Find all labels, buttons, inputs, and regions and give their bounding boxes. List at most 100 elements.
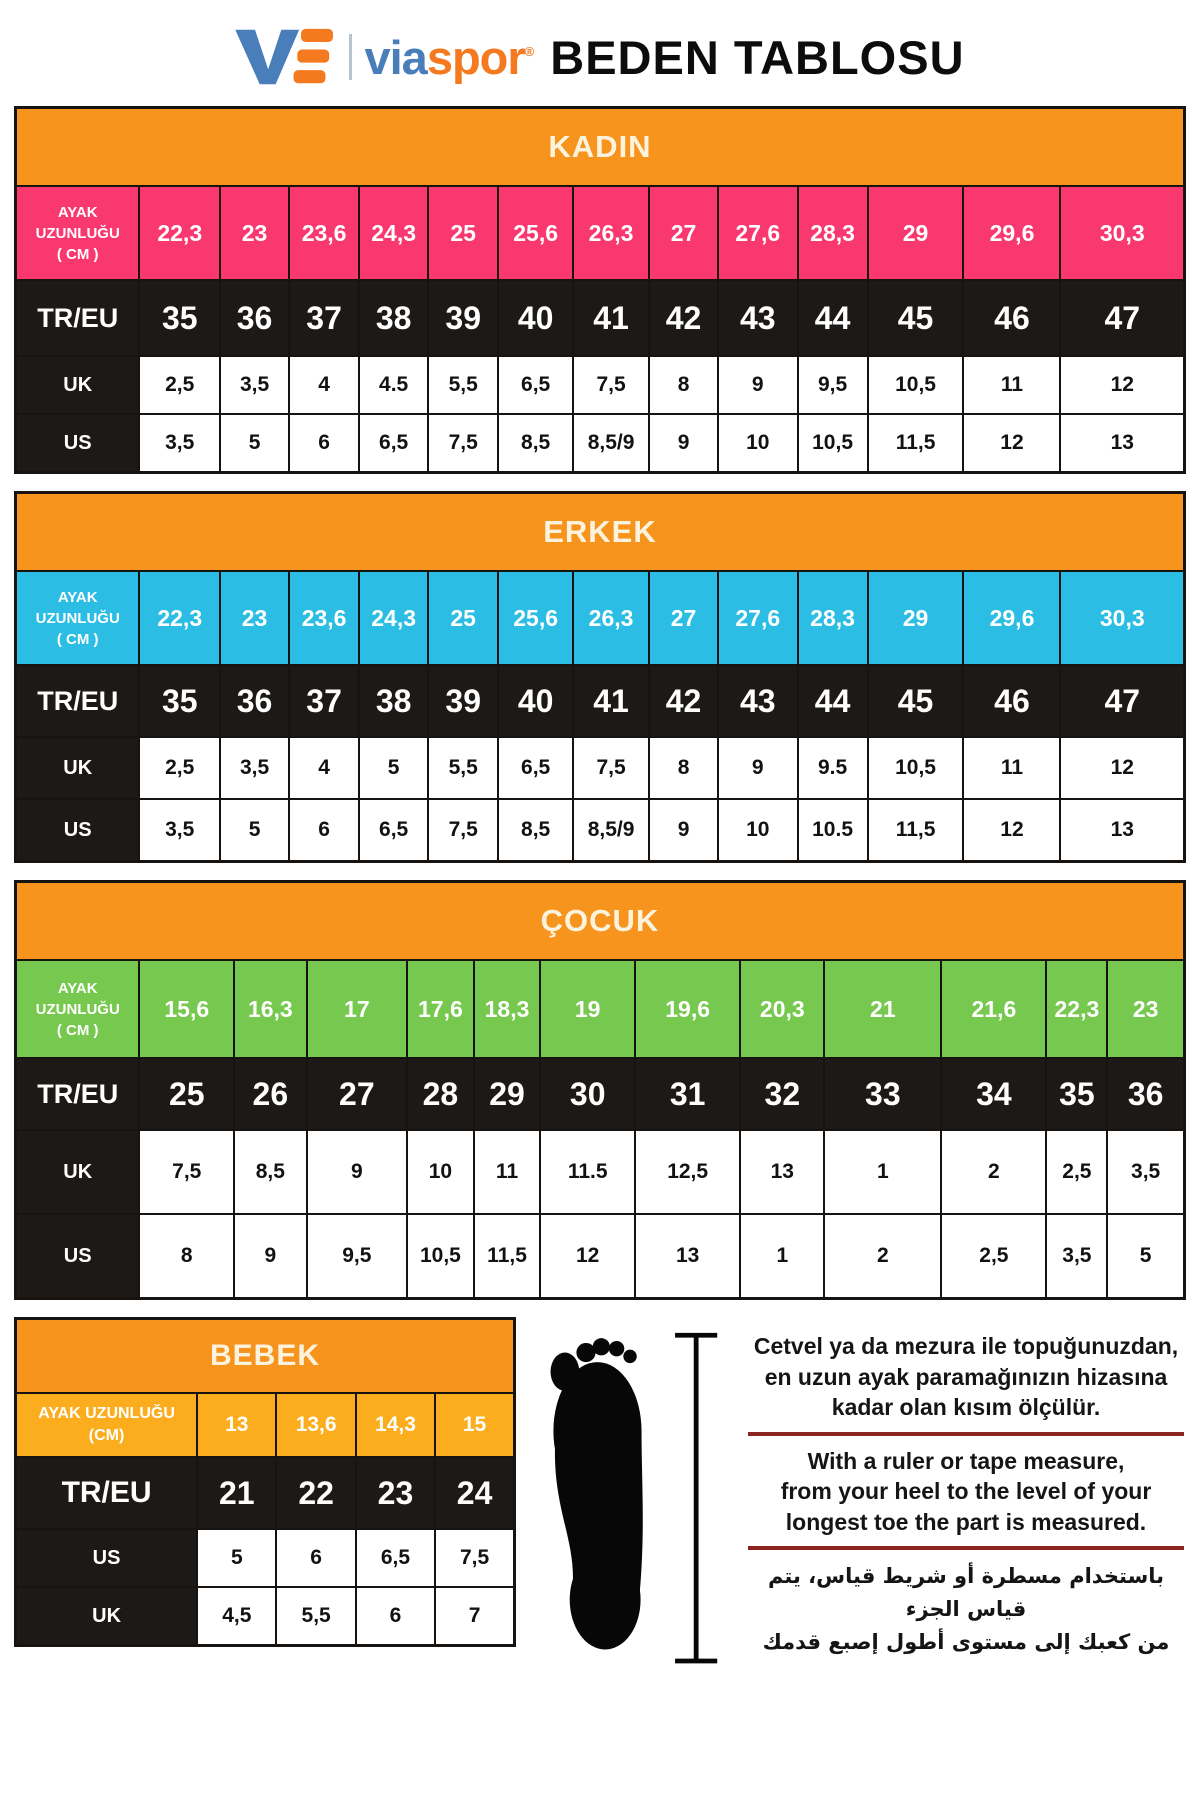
size-cell: 12 (1059, 355, 1186, 415)
size-cell: 9.5 (796, 736, 869, 800)
size-cell: 43 (717, 279, 799, 357)
foot-length-cell: 18,3 (472, 959, 542, 1059)
size-cell: 3,5 (138, 413, 222, 474)
instruction-line: من كعبك إلى مستوى أطول إصبع قدمك (762, 1629, 1170, 1654)
size-cell: 43 (717, 664, 799, 738)
size-cell: 8 (648, 736, 720, 800)
size-cell: 10 (406, 1129, 475, 1215)
row-label-uk: UK (14, 355, 141, 415)
foot-length-cell: 30,3 (1059, 185, 1186, 281)
size-cell: 11 (962, 355, 1062, 415)
size-cell: 5,5 (427, 355, 500, 415)
women-size-table-container: KADIN AYAK UZUNLUĞU( CM ) 22,3 23 23,6 24,3 25 2… (14, 106, 1186, 474)
size-cell: 4,5 (196, 1586, 278, 1647)
size-cell: 8 (138, 1213, 236, 1300)
size-cell: 2 (823, 1213, 943, 1300)
foot-measure-figure (540, 1317, 722, 1679)
size-cell: 39 (427, 664, 500, 738)
size-cell: 3,5 (219, 736, 291, 800)
size-cell: 13 (1059, 413, 1186, 474)
size-cell: 26 (233, 1057, 308, 1131)
size-cell: 11,5 (866, 798, 965, 863)
foot-length-cell: 29,6 (962, 185, 1062, 281)
size-cell: 9,5 (796, 355, 869, 415)
size-cell: 11 (962, 736, 1062, 800)
foot-length-cell: 27 (648, 185, 720, 281)
size-cell: 2,5 (138, 736, 222, 800)
bebek-size-table: BEBEK AYAK UZUNLUĞU (CM) 13 13,6 14,3 15 TR/EU 2… (14, 1317, 516, 1647)
instruction-line: kadar olan kısım ölçülür. (831, 1394, 1101, 1421)
size-cell: 38 (358, 279, 430, 357)
size-cell: 6 (288, 798, 361, 863)
size-cell: 46 (962, 664, 1062, 738)
viaspor-logo: viaspor® (235, 26, 534, 88)
size-cell: 46 (962, 279, 1062, 357)
foot-length-cell: 19 (539, 959, 637, 1059)
size-cell: 8,5/9 (572, 413, 651, 474)
baby-size-table-container: BEBEK AYAK UZUNLUĞU (CM) 13 13,6 14,3 15 TR/EU 2… (14, 1317, 516, 1647)
size-cell: 13 (1059, 798, 1186, 863)
instruction-line: from your heel to the level of your (780, 1478, 1152, 1505)
foot-length-cell: 23 (1106, 959, 1186, 1059)
size-cell: 12,5 (634, 1129, 742, 1215)
size-cell: 31 (634, 1057, 742, 1131)
size-cell: 3,5 (219, 355, 291, 415)
foot-length-label: AYAK UZUNLUĞU (CM) (14, 1392, 199, 1458)
measure-instructions: Cetvel ya da mezura ile topuğunuzdan, en… (746, 1317, 1186, 1658)
foot-length-cell: 15,6 (138, 959, 236, 1059)
cocuk-size-table: ÇOCUK AYAK UZUNLUĞU( CM ) 15,6 16,3 17 17,6 18,… (14, 880, 1186, 1300)
foot-length-cell: 27 (648, 570, 720, 666)
size-cell: 12 (962, 798, 1062, 863)
foot-length-cell: 30,3 (1059, 570, 1186, 666)
foot-icon (550, 1332, 718, 1664)
size-cell: 27 (305, 1057, 409, 1131)
size-cell: 8,5 (497, 413, 575, 474)
erkek-size-table: ERKEK AYAK UZUNLUĞU( CM ) 22,3 23 23,6 24,3 25 2… (14, 491, 1186, 863)
size-cell: 11,5 (866, 413, 965, 474)
size-cell: 28 (406, 1057, 475, 1131)
size-cell: 42 (648, 279, 720, 357)
size-cell: 7,5 (434, 1528, 516, 1588)
foot-length-label: AYAK UZUNLUĞU( CM ) (14, 959, 141, 1059)
foot-length-cell: 23,6 (288, 570, 361, 666)
size-cell: 9,5 (305, 1213, 409, 1300)
foot-length-cell: 23 (219, 185, 291, 281)
size-cell: 44 (796, 664, 869, 738)
size-cell: 7,5 (138, 1129, 236, 1215)
size-cell: 47 (1059, 664, 1186, 738)
size-cell: 5,5 (427, 736, 500, 800)
size-cell: 37 (288, 279, 361, 357)
size-cell: 25 (138, 1057, 236, 1131)
row-label-us: US (14, 1528, 199, 1588)
size-cell: 4.5 (358, 355, 430, 415)
size-cell: 6,5 (497, 355, 575, 415)
foot-length-cell: 13,6 (275, 1392, 357, 1458)
logo-divider (349, 34, 353, 80)
size-cell: 2,5 (1045, 1129, 1109, 1215)
row-label-us: US (14, 1213, 141, 1300)
size-cell: 3,5 (138, 798, 222, 863)
size-cell: 36 (219, 664, 291, 738)
row-label-us: US (14, 798, 141, 863)
size-cell: 36 (219, 279, 291, 357)
size-cell: 44 (796, 279, 869, 357)
instruction-arabic: باستخدام مسطرة أو شريط قياس، يتم قياس ال… (746, 1560, 1186, 1658)
size-cell: 13 (739, 1129, 826, 1215)
foot-length-cell: 13 (196, 1392, 278, 1458)
size-chart-page: viaspor® BEDEN TABLOSU KADIN AYAK UZUNLUĞU… (14, 26, 1186, 1679)
size-cell: 5,5 (275, 1586, 357, 1647)
size-cell: 3,5 (1106, 1129, 1186, 1215)
size-cell: 4 (288, 355, 361, 415)
brand-name: viaspor® (364, 34, 534, 81)
size-cell: 7,5 (427, 798, 500, 863)
kadin-size-table: KADIN AYAK UZUNLUĞU( CM ) 22,3 23 23,6 24,3 25 2… (14, 106, 1186, 474)
foot-length-cell: 23,6 (288, 185, 361, 281)
foot-length-cell: 24,3 (358, 570, 430, 666)
row-label-tr-eu: TR/EU (14, 1456, 199, 1530)
size-cell: 9 (717, 736, 799, 800)
foot-length-cell: 21,6 (940, 959, 1048, 1059)
men-size-table-container: ERKEK AYAK UZUNLUĞU( CM ) 22,3 23 23,6 24,3 25 2… (14, 491, 1186, 863)
size-cell: 5 (196, 1528, 278, 1588)
cocuk-table-title: ÇOCUK (14, 880, 1186, 961)
foot-length-cell: 25,6 (497, 570, 575, 666)
